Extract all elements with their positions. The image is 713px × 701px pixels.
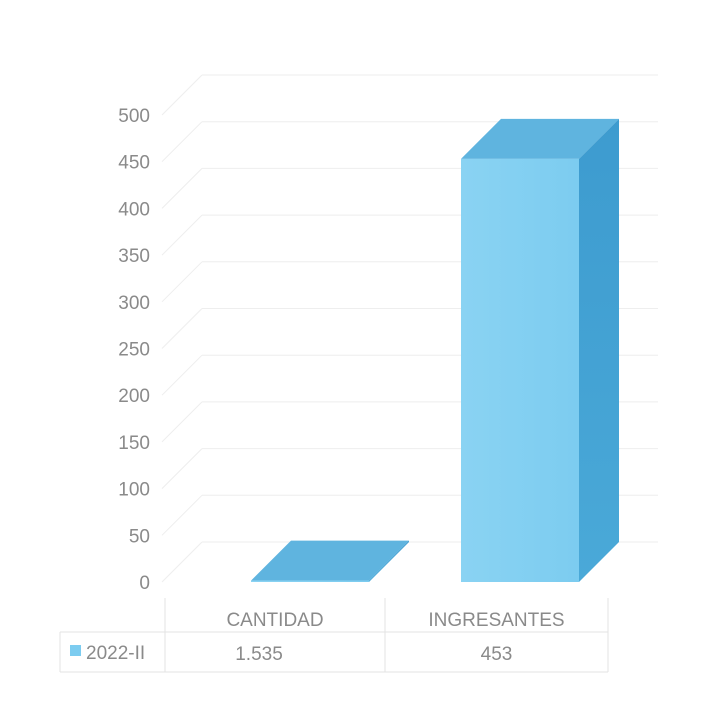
bar-front-face (251, 580, 369, 582)
y-tick-label: 100 (118, 480, 150, 501)
bars (251, 118, 619, 582)
data-table: CANTIDAD INGRESANTES 1.535 453 2022-II (59, 598, 609, 673)
legend-series-label: 2022-II (86, 643, 145, 664)
y-tick-label: 350 (118, 246, 150, 267)
gridline-depth (161, 354, 203, 396)
data-table-value: 453 (481, 644, 513, 665)
bar-top-face (461, 118, 619, 159)
y-axis: 0 50 100 150 200 250 300 350 400 450 500 (118, 106, 150, 594)
bar-side-face (579, 118, 619, 582)
y-tick-label: 0 (139, 573, 150, 594)
y-tick-label: 500 (118, 106, 150, 127)
gridline-depth (161, 261, 203, 303)
legend-swatch (70, 645, 81, 656)
bar-side-face (369, 540, 409, 582)
gridline-depth (161, 401, 203, 443)
y-tick-label: 50 (129, 526, 150, 547)
x-category-label: INGRESANTES (428, 610, 564, 631)
y-tick-label: 150 (118, 433, 150, 454)
y-tick-label: 250 (118, 340, 150, 361)
x-category-label: CANTIDAD (226, 610, 323, 631)
bar-ingresantes (461, 118, 619, 582)
gridline-depth (161, 448, 203, 489)
gridline-depth (161, 74, 203, 116)
gridline-depth (161, 308, 203, 349)
gridline-depth (161, 121, 203, 163)
y-tick-label: 450 (118, 153, 150, 174)
gridline-depth (161, 541, 203, 583)
y-tick-label: 400 (118, 199, 150, 220)
gridline-depth (161, 214, 203, 256)
bar-top-face (251, 540, 409, 581)
gridline-depth (161, 168, 203, 209)
y-tick-label: 200 (118, 386, 150, 407)
y-tick-label: 300 (118, 293, 150, 314)
gridline-depth (161, 494, 203, 536)
data-table-value: 1.535 (235, 644, 283, 665)
bar-cantidad (251, 540, 409, 582)
bar-front-face (461, 158, 579, 582)
